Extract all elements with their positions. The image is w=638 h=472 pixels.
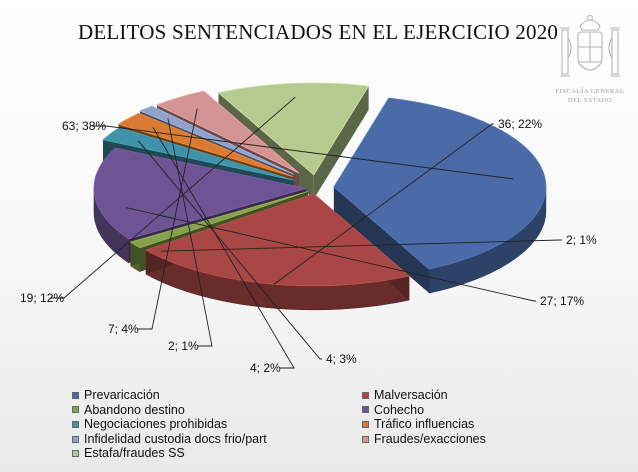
- legend-item: Infidelidad custodia docs frio/part: [72, 432, 362, 447]
- legend-label: Malversación: [374, 388, 448, 402]
- legend-label: Tráfico influencias: [374, 417, 475, 432]
- pie-slice-face: [313, 86, 369, 199]
- legend-swatch: [72, 406, 79, 414]
- legend-swatch: [362, 435, 369, 443]
- pie-slice: [333, 97, 547, 270]
- leader-line: [167, 118, 213, 347]
- legend-label: Negociaciones prohibidas: [84, 417, 228, 432]
- leader-line: [137, 140, 322, 360]
- data-label: 27; 17%: [540, 294, 584, 308]
- legend-swatch: [72, 450, 79, 458]
- pie-slice: [145, 193, 410, 287]
- data-labels: 63; 38% 36; 22% 2; 1% 27; 17% 4; 3% 4; 2% 2; 1…: [20, 117, 597, 375]
- pie-slice-face: [333, 186, 430, 294]
- pie-slice: [217, 82, 370, 176]
- legend-label: Cohecho: [374, 402, 425, 417]
- coat-of-arms-logo: [560, 14, 620, 77]
- data-label: 2; 1%: [566, 233, 597, 247]
- legend-swatch: [362, 391, 369, 399]
- legend-item: Prevaricación: [72, 388, 362, 403]
- leader-line: [138, 108, 198, 330]
- pie-slice: [129, 191, 308, 249]
- pie-slice: [93, 147, 307, 240]
- leader-line: [126, 207, 536, 302]
- legend-item: Estafa/fraudes SS: [72, 446, 362, 461]
- legend-swatch: [362, 406, 369, 414]
- pie-slices: [93, 82, 547, 311]
- legend-label: Abandono destino: [84, 402, 185, 417]
- legend-label: Infidelidad custodia docs frio/part: [84, 431, 267, 446]
- legend-item: Malversación: [362, 388, 592, 403]
- leader-line: [161, 239, 562, 252]
- legend-label: Prevaricación: [84, 388, 160, 402]
- legend-item: Fraudes/exacciones: [362, 432, 592, 447]
- pie-slice: [117, 112, 293, 178]
- data-label: 36; 22%: [498, 117, 542, 131]
- data-label: 2; 1%: [168, 339, 199, 353]
- leader-line: [152, 127, 295, 369]
- data-label: 19; 12%: [20, 291, 64, 305]
- legend-item: Tráfico influencias: [362, 417, 592, 432]
- data-label: 7; 4%: [108, 322, 139, 336]
- legend-item: Cohecho: [362, 403, 592, 418]
- leader-line: [273, 123, 494, 285]
- legend-swatch: [72, 435, 79, 443]
- leader-lines: [50, 96, 562, 369]
- leader-line: [92, 125, 514, 180]
- leader-line: [50, 96, 296, 299]
- pie-slice: [155, 90, 300, 174]
- legend-swatch: [72, 391, 79, 399]
- data-label: 4; 2%: [250, 361, 281, 375]
- logo-caption: FISCALÍA GENERAL DEL ESTADO: [555, 88, 625, 104]
- legend-swatch: [72, 420, 79, 428]
- legend-item: Abandono destino: [72, 403, 362, 418]
- legend-label: Estafa/fraudes SS: [84, 446, 185, 461]
- legend-label: Fraudes/exacciones: [374, 431, 486, 446]
- legend-swatch: [362, 420, 369, 428]
- legend: Prevaricación Malversación Abandono dest…: [72, 388, 592, 461]
- legend-item: Negociaciones prohibidas: [72, 417, 362, 432]
- data-label: 4; 3%: [326, 352, 357, 366]
- data-label: 63; 38%: [62, 119, 106, 133]
- chart-title: DELITOS SENTENCIADOS EN EL EJERCICIO 202…: [78, 20, 559, 44]
